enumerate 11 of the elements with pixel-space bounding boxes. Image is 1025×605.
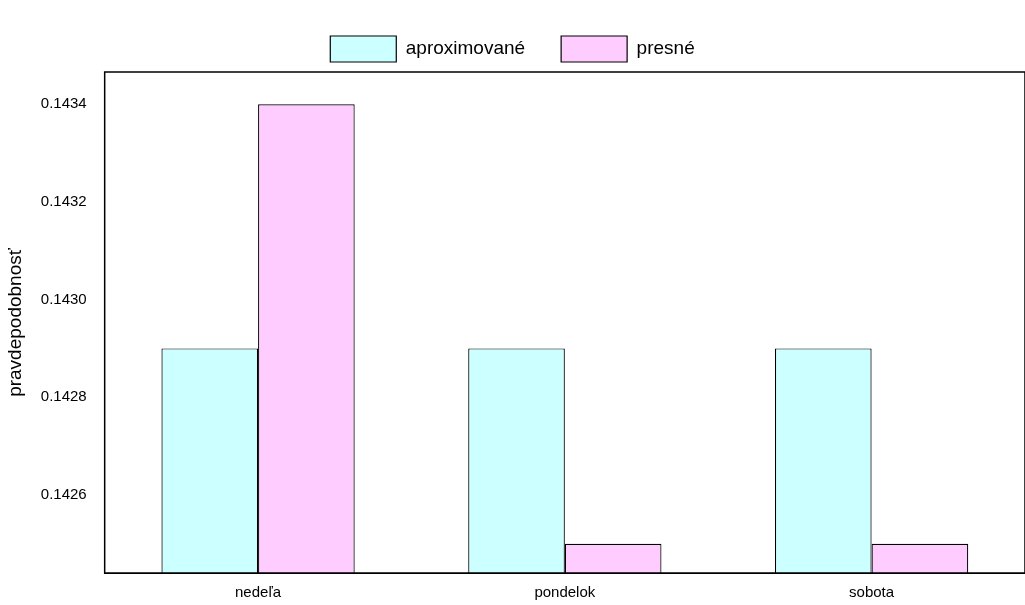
- y-axis-title: pravdepodobnosť: [3, 247, 25, 397]
- legend-label: aproximované: [405, 37, 526, 59]
- y-tick-label: 0.1432: [40, 192, 87, 210]
- y-tick-label: 0.1430: [40, 289, 87, 307]
- x-tick-label: pondelok: [534, 583, 596, 601]
- y-tick-label: 0.1428: [40, 387, 87, 405]
- y-tick-label: 0.1426: [40, 485, 87, 503]
- legend-label: presné: [636, 37, 695, 59]
- y-tick-label: 0.1434: [40, 94, 87, 112]
- x-tick-label: sobota: [849, 583, 895, 601]
- x-tick-label: nedeľa: [235, 583, 282, 601]
